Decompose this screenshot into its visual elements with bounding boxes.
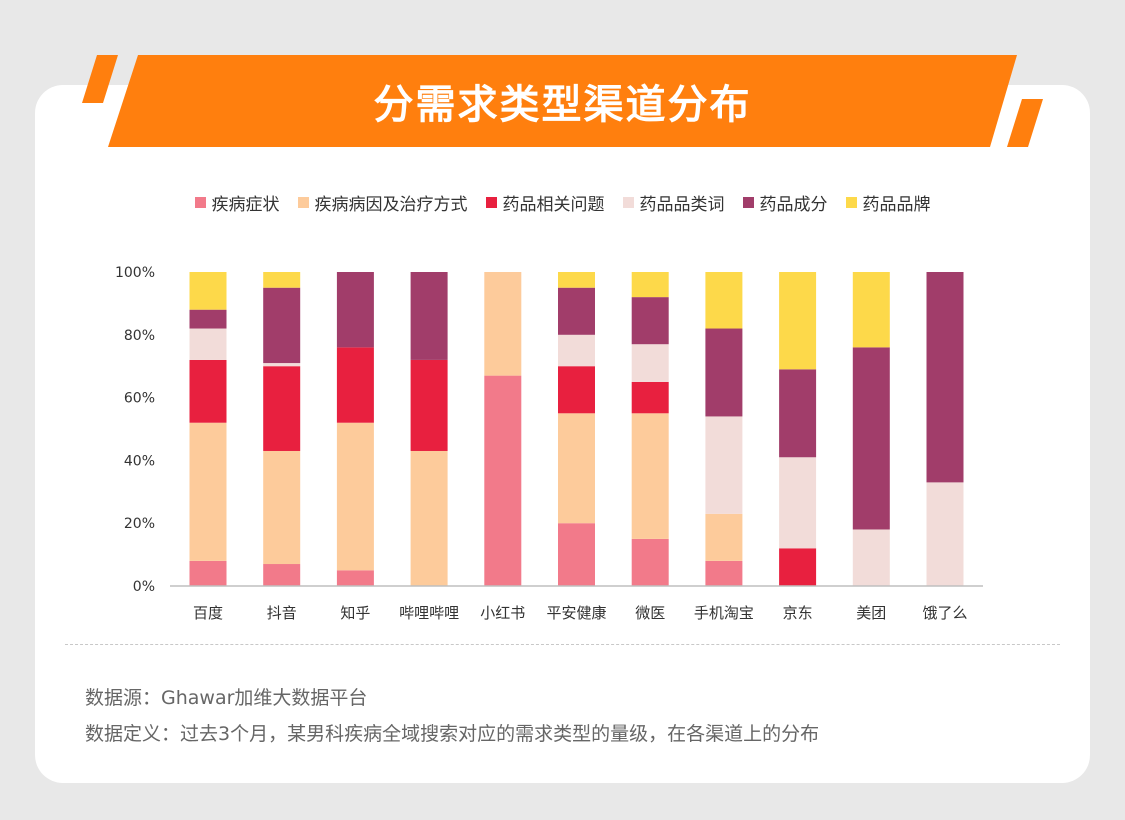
banner-right-accent (1007, 99, 1043, 147)
bar-segment (336, 422, 374, 571)
banner-main (108, 55, 1017, 147)
y-tick-label: 100% (115, 265, 155, 281)
x-tick-label: 饿了么 (922, 604, 967, 622)
bar-segment (779, 369, 817, 458)
bar-segment (852, 272, 890, 348)
stacked-bar-chart: 0% 20% 40% 60% 80% 100% 百度 抖音 知乎 哔哩哔哩 小红书 平安健康 微医 手机淘… (115, 265, 983, 622)
bar-segment (263, 272, 301, 288)
bar-segment (336, 347, 374, 423)
legend-item: 药品成分 (742, 190, 828, 215)
bar-segment (484, 375, 522, 586)
bar-segment (705, 272, 743, 329)
bar-segment (852, 529, 890, 586)
x-tick-label: 平安健康 (546, 604, 606, 622)
legend-swatch (485, 197, 497, 208)
bar-segment (558, 366, 595, 414)
bar-segment (263, 366, 301, 451)
x-tick-label: 抖音 (267, 604, 297, 622)
dashed-divider (65, 644, 1060, 645)
bar-segment (705, 513, 743, 561)
y-tick-label: 0% (133, 579, 155, 595)
bar-segment (779, 272, 817, 370)
title-banner (82, 55, 1043, 147)
bar-segment (189, 359, 227, 423)
bar-segment (779, 548, 817, 586)
banner-left-accent (82, 55, 118, 103)
bar-segment (263, 287, 301, 364)
legend-label: 药品品类词 (639, 195, 725, 215)
y-tick-label: 80% (124, 328, 155, 344)
bar-segment (189, 560, 227, 586)
bar-segment (631, 272, 669, 298)
page-title: 分需求类型渠道分布 (373, 82, 752, 128)
data-definition-note: 数据定义：过去3个月，某男科疾病全域搜索对应的需求类型的量级，在各渠道上的分布 (85, 723, 820, 745)
bar-segment (631, 344, 669, 382)
x-tick-label: 手机淘宝 (694, 604, 754, 622)
legend-label: 药品品牌 (862, 195, 931, 215)
bar-segment (558, 334, 595, 367)
y-tick-label: 40% (124, 453, 155, 469)
chart-legend: 疾病症状 疾病病因及治疗方式 药品相关问题 药品品类词 药品成分 药品品牌 (0, 190, 1125, 215)
bar-segment (189, 272, 227, 310)
x-tick-label: 哔哩哔哩 (399, 604, 459, 622)
bar-segment (189, 328, 227, 360)
bar-segment (484, 272, 522, 376)
bar-segment (410, 359, 448, 451)
bar-segment (558, 413, 595, 524)
legend-item: 药品品类词 (622, 190, 725, 215)
legend-swatch (742, 197, 754, 208)
x-tick-label: 百度 (193, 604, 223, 622)
bar-segment (263, 363, 301, 367)
legend-item: 药品品牌 (845, 190, 931, 215)
bar-segment (705, 560, 743, 586)
bar-segment (263, 450, 301, 565)
bar-segment (631, 413, 669, 539)
legend-label: 疾病病因及治疗方式 (314, 195, 468, 215)
bar-segment (189, 309, 227, 329)
bar-segment (705, 328, 743, 417)
bar-segment (558, 272, 595, 288)
legend-item: 疾病病因及治疗方式 (297, 190, 468, 215)
bar-segment (410, 272, 448, 360)
bar-segment (189, 422, 227, 561)
legend-swatch (622, 197, 634, 208)
legend-swatch (845, 197, 857, 208)
y-tick-label: 60% (124, 391, 155, 407)
bar-segment (336, 570, 374, 586)
bar-segment (631, 538, 669, 586)
legend-item: 药品相关问题 (485, 190, 605, 215)
bar-segment (705, 416, 743, 514)
x-tick-label: 知乎 (340, 604, 370, 622)
bar-segment (631, 381, 669, 414)
bar-segment (852, 347, 890, 530)
bar-segment (336, 272, 374, 348)
legend-label: 药品相关问题 (502, 195, 605, 215)
bar-segment (926, 272, 964, 483)
legend-label: 疾病症状 (211, 195, 280, 215)
bar-segment (410, 450, 448, 586)
x-tick-label: 小红书 (480, 604, 525, 622)
legend-swatch (297, 197, 309, 208)
legend-swatch (194, 197, 206, 208)
legend-label: 药品成分 (759, 195, 828, 215)
data-source-note: 数据源：Ghawar加维大数据平台 (85, 687, 368, 709)
y-tick-label: 20% (124, 516, 155, 532)
x-tick-label: 美团 (856, 604, 886, 622)
x-tick-label: 微医 (635, 604, 665, 622)
bar-segment (558, 287, 595, 335)
bar-segment (558, 523, 595, 586)
bar-segment (263, 564, 301, 586)
bar-segment (631, 297, 669, 345)
bar-segment (926, 482, 964, 586)
bar-segment (779, 457, 817, 549)
legend-item: 疾病症状 (194, 190, 280, 215)
x-tick-label: 京东 (783, 604, 813, 622)
